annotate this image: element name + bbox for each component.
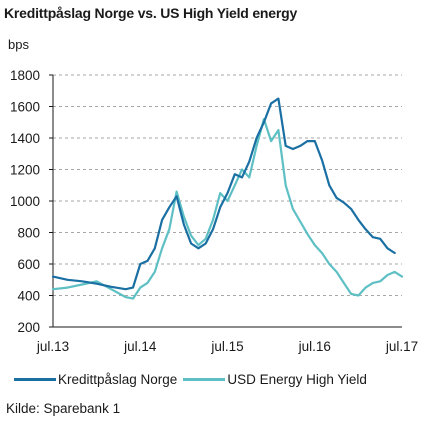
y-tick-label: 1800 xyxy=(10,68,40,83)
legend: Kredittpåslag Norge USD Energy High Yiel… xyxy=(14,372,373,387)
x-tick-label: jul.14 xyxy=(123,339,157,354)
y-tick-label: 1200 xyxy=(10,163,40,178)
gridlines xyxy=(53,74,402,296)
y-tick-label: 200 xyxy=(17,320,40,335)
x-tick-label: jul.13 xyxy=(36,339,69,354)
legend-swatch-usd-energy xyxy=(183,378,226,381)
y-tick-label: 600 xyxy=(17,257,40,272)
y-tick-label: 1000 xyxy=(10,194,40,209)
source-note: Kilde: Sparebank 1 xyxy=(6,401,121,416)
series-line-usd-energy-high-yield xyxy=(51,118,404,300)
y-tick-label: 400 xyxy=(17,289,40,304)
legend-item-usd-energy: USD Energy High Yield xyxy=(183,372,367,387)
y-tick-labels: 200 400 600 800 1000 1200 1400 1600 1800 xyxy=(10,68,40,335)
legend-label-usd-energy: USD Energy High Yield xyxy=(227,372,367,387)
series-lines xyxy=(51,97,404,300)
series-line-kredittp-slag-norge xyxy=(51,97,396,291)
x-tick-label: jul.15 xyxy=(210,339,243,354)
legend-label-norge: Kredittpåslag Norge xyxy=(58,372,178,387)
axes xyxy=(49,74,402,328)
x-tick-label: jul.16 xyxy=(298,339,331,354)
legend-item-norge: Kredittpåslag Norge xyxy=(14,372,177,387)
y-tick-label: 1600 xyxy=(10,100,40,115)
chart-title: Kredittpåslag Norge vs. US High Yield en… xyxy=(4,5,298,21)
x-tick-label: jul.17 xyxy=(385,339,418,354)
y-axis-unit-label: bps xyxy=(8,37,29,52)
y-tick-label: 800 xyxy=(17,226,40,241)
y-tick-label: 1400 xyxy=(10,131,40,146)
legend-swatch-norge xyxy=(14,378,56,381)
x-tick-labels: jul.13 jul.14 jul.15 jul.16 jul.17 xyxy=(36,339,418,354)
